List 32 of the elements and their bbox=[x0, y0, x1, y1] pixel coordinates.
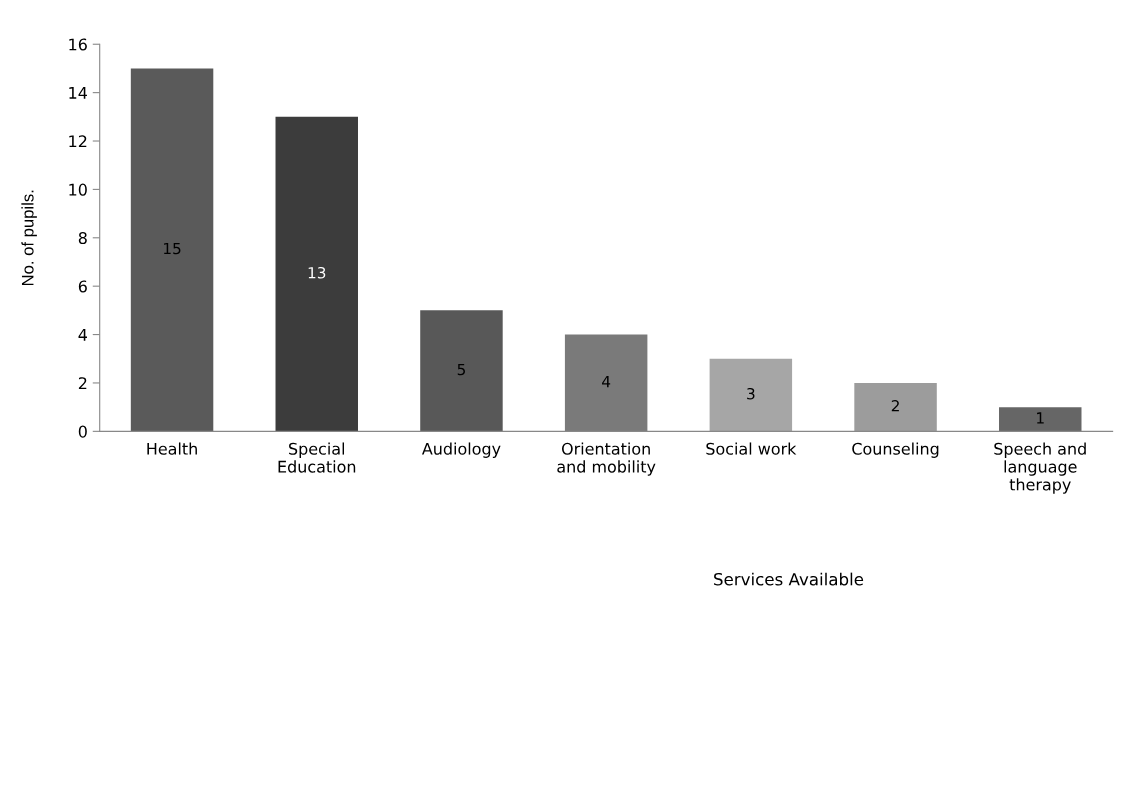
data-label: 5 bbox=[457, 363, 465, 376]
y-tick-label: 6 bbox=[78, 280, 87, 293]
x-tick-label: Orientation and mobility bbox=[557, 442, 656, 476]
x-tick-label: Health bbox=[147, 442, 197, 455]
data-label: 3 bbox=[747, 387, 755, 400]
data-label: 2 bbox=[891, 400, 899, 412]
bar bbox=[854, 382, 937, 432]
data-label: 4 bbox=[602, 376, 611, 388]
data-label: 15 bbox=[164, 242, 181, 255]
bar bbox=[709, 358, 793, 432]
y-tick-label: 4 bbox=[78, 328, 87, 341]
y-axis-title: No. of pupils. bbox=[21, 190, 37, 286]
y-tick-label: 14 bbox=[69, 87, 87, 99]
y-tick-label: 0 bbox=[78, 425, 87, 438]
bar bbox=[999, 407, 1082, 432]
x-tick-label: Counseling bbox=[852, 442, 939, 458]
data-label: 1 bbox=[1037, 412, 1044, 424]
y-tick-label: 12 bbox=[69, 135, 87, 148]
x-axis-title: Services Available bbox=[714, 572, 864, 586]
bar bbox=[420, 310, 503, 432]
x-tick-label: Speech and language therapy bbox=[994, 442, 1086, 494]
y-tick-label: 8 bbox=[78, 232, 87, 245]
bar bbox=[275, 116, 358, 432]
x-tick-label: Audiology bbox=[421, 442, 501, 458]
y-tick-label: 10 bbox=[69, 183, 87, 196]
x-tick-label: Special Education bbox=[278, 442, 356, 473]
bar bbox=[130, 68, 214, 432]
y-tick-label: 16 bbox=[69, 38, 87, 51]
bar bbox=[564, 334, 648, 432]
y-tick-label: 2 bbox=[78, 377, 87, 390]
x-tick-label: Social work bbox=[706, 442, 797, 455]
data-label: 13 bbox=[308, 266, 326, 279]
